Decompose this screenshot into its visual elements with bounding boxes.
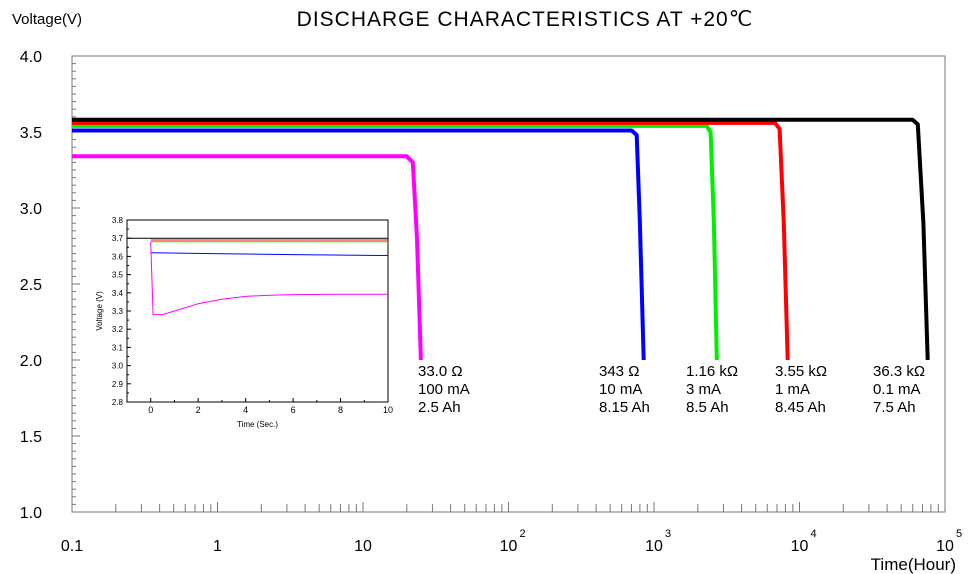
series-annotation-line: 3.55 kΩ [775, 363, 827, 380]
x-tick-base: 0.1 [61, 538, 83, 555]
x-tick-label: 102 [500, 528, 526, 555]
x-tick-label: 1 [213, 538, 222, 555]
series-343ohm-line [72, 128, 646, 361]
inset-x-tick-label: 8 [338, 405, 343, 415]
y-tick-label: 2.0 [20, 353, 42, 370]
x-tick-base: 10 [936, 538, 954, 555]
x-tick-exponent: 2 [520, 528, 526, 540]
inset-y-tick-label: 3.8 [112, 216, 124, 225]
series-343ohm-annotation: 343 Ω10 mA8.15 Ah [599, 363, 650, 416]
inset-y-tick-label: 3.0 [112, 362, 124, 371]
series-annotation-line: 8.5 Ah [686, 399, 729, 416]
x-tick-base: 10 [791, 538, 809, 555]
y-tick-label: 4.0 [20, 49, 42, 66]
inset-y-tick-label: 3.6 [112, 252, 124, 261]
inset-x-tick-label: 2 [196, 405, 201, 415]
series-annotation-line: 1.16 kΩ [686, 363, 738, 380]
inset-y-tick-label: 2.8 [112, 398, 124, 407]
series-annotation-line: 100 mA [418, 381, 470, 398]
series-annotation-line: 1 mA [775, 381, 810, 398]
series-annotation-line: 0.1 mA [873, 381, 921, 398]
series-33ohm-line [72, 154, 423, 361]
series-annotation-line: 3 mA [686, 381, 721, 398]
x-tick-label: 10 [354, 538, 372, 555]
x-tick-base: 10 [645, 538, 663, 555]
inset-y-tick-label: 3.7 [112, 234, 124, 243]
inset-x-tick-label: 6 [291, 405, 296, 415]
x-tick-label: 105 [936, 528, 962, 555]
inset-x-tick-label: 0 [148, 405, 153, 415]
inset-y-tick-label: 3.4 [112, 289, 124, 298]
x-axis-label: Time(Hour) [871, 555, 956, 574]
series-3-55kohm-annotation: 3.55 kΩ1 mA8.45 Ah [775, 363, 827, 416]
series-annotation-line: 33.0 Ω [418, 363, 463, 380]
x-tick-label: 104 [791, 528, 817, 555]
series-annotation-line: 36.3 kΩ [873, 363, 925, 380]
series-1-16kohm-annotation: 1.16 kΩ3 mA8.5 Ah [686, 363, 738, 416]
series-annotation-line: 2.5 Ah [418, 399, 461, 416]
inset-frame [126, 219, 389, 403]
inset-y-tick-label: 2.9 [112, 380, 124, 389]
x-tick-exponent: 4 [811, 528, 817, 540]
inset-x-axis-label: Time (Sec.) [237, 420, 278, 429]
series-annotation-line: 8.45 Ah [775, 399, 826, 416]
inset-x-tick-label: 10 [383, 405, 393, 415]
inset-y-axis-label: Voltage (V) [95, 291, 104, 331]
series-1-16kohm-line [72, 123, 719, 361]
x-tick-exponent: 5 [956, 528, 962, 540]
x-tick-label: 103 [645, 528, 671, 555]
chart-title: DISCHARGE CHARACTERISTICS AT +20℃ [297, 8, 754, 31]
y-tick-label: 1.0 [20, 505, 42, 522]
x-tick-base: 10 [500, 538, 518, 555]
x-tick-base: 1 [213, 538, 222, 555]
y-tick-label: 1.5 [20, 429, 42, 446]
inset-series-blue-line [150, 252, 389, 256]
series-annotation-line: 7.5 Ah [873, 399, 916, 416]
y-tick-label: 2.5 [20, 277, 42, 294]
inset-x-tick-label: 4 [243, 405, 248, 415]
series-annotation-line: 343 Ω [599, 363, 639, 380]
y-axis-label: Voltage(V) [12, 11, 82, 28]
inset-y-tick-label: 3.3 [112, 307, 124, 316]
series-annotation-line: 8.15 Ah [599, 399, 650, 416]
y-tick-label: 3.0 [20, 201, 42, 218]
x-tick-exponent: 3 [665, 528, 671, 540]
inset-y-tick-label: 3.5 [112, 271, 124, 280]
series-36-3kohm-line [72, 117, 930, 361]
x-tick-base: 10 [354, 538, 372, 555]
series-annotation-line: 10 mA [599, 381, 642, 398]
inset-y-tick-label: 3.2 [112, 325, 124, 334]
inset-series-magenta-line [150, 241, 388, 316]
inset-y-tick-label: 3.1 [112, 343, 124, 352]
x-tick-label: 0.1 [61, 538, 83, 555]
series-36-3kohm-annotation: 36.3 kΩ0.1 mA7.5 Ah [873, 363, 925, 416]
y-tick-label: 3.5 [20, 125, 42, 142]
inset-chart: 2.8 2.9 3.0 3.1 3.2 3.3 3.4 3.5 3.6 3.7 3.8 0 2 4 6 8 10… [95, 216, 393, 429]
series-3-55kohm-line [72, 120, 790, 361]
